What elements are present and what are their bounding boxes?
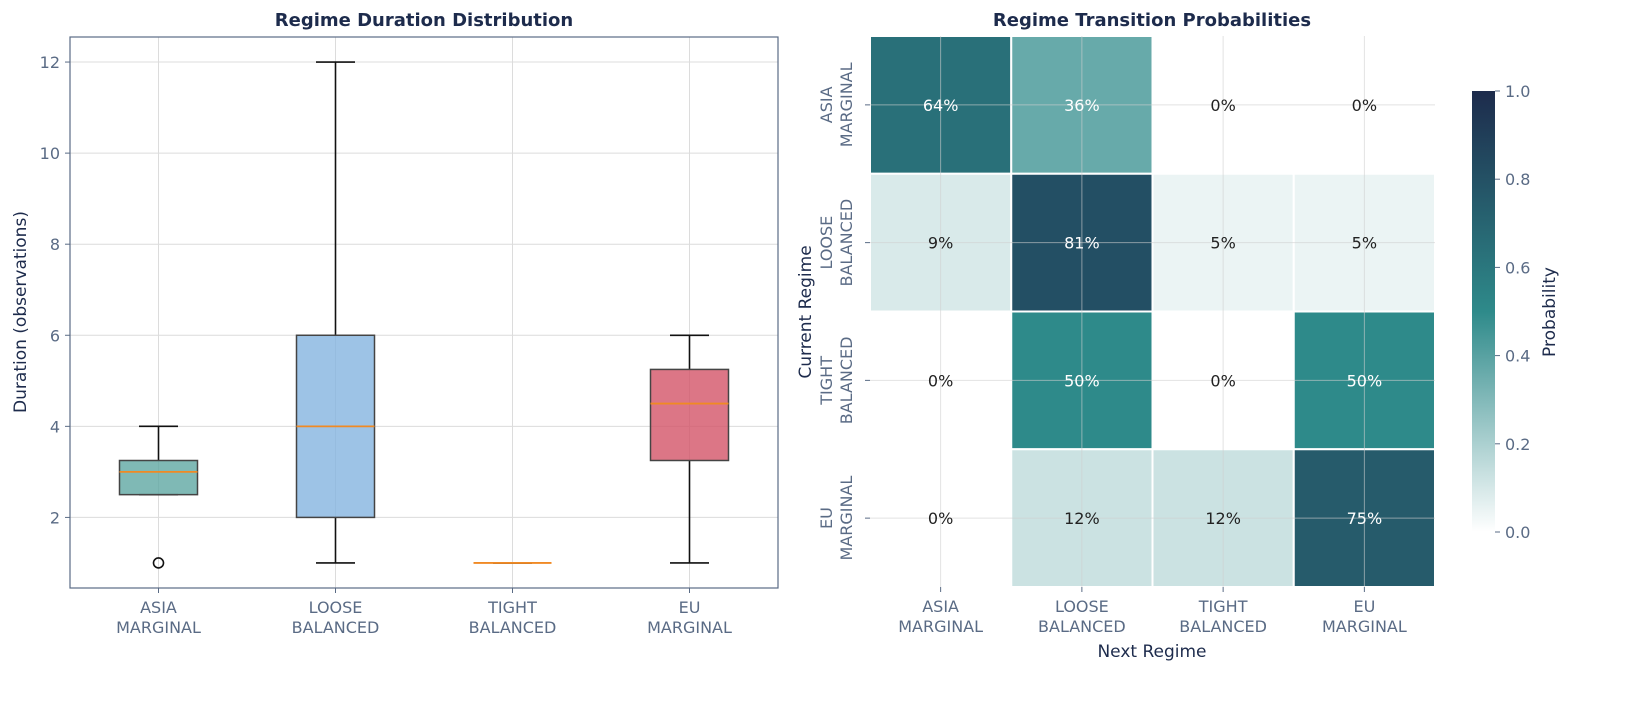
plot-frame [69, 36, 779, 589]
x-tick-label: ASIA [140, 598, 177, 617]
colorbar-tick-label: 0.6 [1505, 258, 1530, 277]
y-tick-label: 6 [50, 326, 60, 345]
x-tick-label: BALANCED [292, 618, 380, 637]
cell-label: 12% [1205, 509, 1241, 528]
y-tick-label: 12 [40, 53, 60, 72]
cell-label: 81% [1064, 234, 1100, 253]
x-tick-label: MARGINAL [1322, 617, 1407, 636]
colorbar [1472, 91, 1495, 532]
y-tick-label: TIGHT [817, 356, 836, 406]
y-tick-label: 2 [50, 508, 60, 527]
y-tick-label: MARGINAL [837, 62, 856, 147]
cell-label: 50% [1064, 371, 1100, 390]
colorbar-tick-label: 0.4 [1505, 347, 1530, 366]
box [118, 459, 199, 496]
colorbar-tick-label: 0.8 [1505, 170, 1530, 189]
cell-label: 0% [1210, 371, 1235, 390]
heatmap-title: Regime Transition Probabilities [993, 10, 1311, 31]
heatmap-xlabel: Next Regime [1097, 642, 1206, 662]
x-tick-label: MARGINAL [647, 618, 732, 637]
colorbar-label: Probability [1540, 267, 1560, 357]
box-chart-title: Regime Duration Distribution [275, 10, 574, 31]
cell-label: 36% [1064, 96, 1100, 115]
x-tick-label: BALANCED [1038, 617, 1126, 636]
cell-label: 0% [928, 509, 953, 528]
colorbar-tick-label: 1.0 [1505, 82, 1530, 101]
cell-label: 64% [923, 96, 959, 115]
y-tick-label: LOOSE [817, 216, 836, 270]
y-tick-label: MARGINAL [837, 476, 856, 561]
cell-label: 75% [1347, 509, 1383, 528]
cell-label: 0% [1210, 96, 1235, 115]
y-tick-label: 8 [50, 235, 60, 254]
heatmap-ylabel: Current Regime [796, 245, 816, 378]
y-tick-label: 10 [40, 144, 60, 163]
y-tick-label: EU [817, 507, 836, 529]
x-tick-label: BALANCED [469, 618, 557, 637]
cell-label: 5% [1210, 234, 1235, 253]
x-tick-label: LOOSE [1055, 597, 1109, 616]
cell-label: 9% [928, 234, 953, 253]
x-tick-label: TIGHT [487, 598, 537, 617]
box [649, 368, 730, 462]
y-tick-label: BALANCED [837, 337, 856, 425]
x-tick-label: EU [679, 598, 701, 617]
cell-label: 5% [1352, 234, 1377, 253]
y-tick-label: 4 [50, 417, 60, 436]
x-tick-label: ASIA [922, 597, 959, 616]
y-tick-label: ASIA [817, 86, 836, 123]
x-tick-label: TIGHT [1198, 597, 1248, 616]
cell-label: 50% [1347, 371, 1383, 390]
x-tick-label: BALANCED [1179, 617, 1267, 636]
x-tick-label: MARGINAL [116, 618, 201, 637]
colorbar-tick-label: 0.0 [1505, 523, 1530, 542]
y-tick-label: BALANCED [837, 199, 856, 287]
outlier-point [152, 557, 165, 569]
box-chart-ylabel: Duration (observations) [11, 211, 31, 413]
cell-label: 12% [1064, 509, 1100, 528]
x-tick-label: LOOSE [309, 598, 363, 617]
x-tick-label: MARGINAL [898, 617, 983, 636]
colorbar-tick-label: 0.2 [1505, 435, 1530, 454]
cell-label: 0% [1352, 96, 1377, 115]
cell-label: 0% [928, 371, 953, 390]
x-tick-label: EU [1353, 597, 1375, 616]
